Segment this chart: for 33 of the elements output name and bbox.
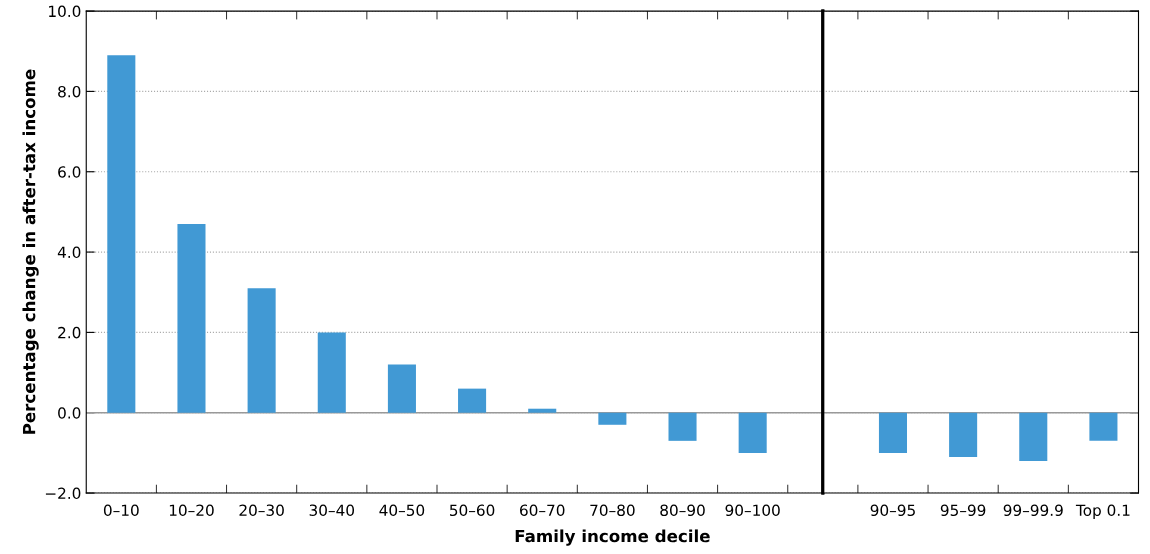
x-tick-label: 20–30 — [239, 504, 284, 516]
x-tick-label: 90–100 — [725, 504, 780, 516]
x-tick-label: 30–40 — [309, 504, 355, 516]
y-tick-label: 8.0 — [58, 85, 81, 98]
bar — [107, 55, 136, 413]
x-tick-label: 0–10 — [103, 504, 139, 516]
bar — [387, 364, 416, 413]
bar — [317, 332, 346, 413]
y-tick-label: −2.0 — [45, 487, 81, 500]
x-axis-title: Family income decile — [515, 529, 710, 546]
x-tick-label: 70–80 — [590, 504, 635, 516]
bar — [738, 412, 767, 453]
x-tick-label: 10–20 — [169, 504, 214, 516]
y-tick-label: 10.0 — [49, 5, 81, 18]
y-tick-label: 4.0 — [57, 246, 81, 259]
x-tick-label: 90–95 — [870, 504, 915, 516]
x-tick-label: 80–90 — [660, 504, 705, 516]
x-tick-label: 60–70 — [520, 504, 565, 516]
x-tick-label: 40–50 — [379, 504, 425, 516]
bar — [668, 412, 697, 441]
x-tick-label: Top 0.1 — [1075, 504, 1130, 519]
y-tick-label: 6.0 — [58, 166, 81, 178]
x-tick-label: 50–60 — [449, 504, 495, 516]
x-tick-label: 99–99.9 — [1003, 504, 1063, 516]
bar — [247, 288, 276, 413]
x-tick-label: 95–99 — [940, 504, 986, 516]
y-tick-label: 2.0 — [58, 326, 81, 339]
y-axis-title: Percentage change in after-tax income — [22, 69, 39, 434]
bar — [458, 388, 487, 413]
bar — [528, 408, 557, 413]
bar — [177, 223, 206, 413]
y-tick-label: 0.0 — [58, 407, 81, 419]
bar — [598, 412, 627, 425]
